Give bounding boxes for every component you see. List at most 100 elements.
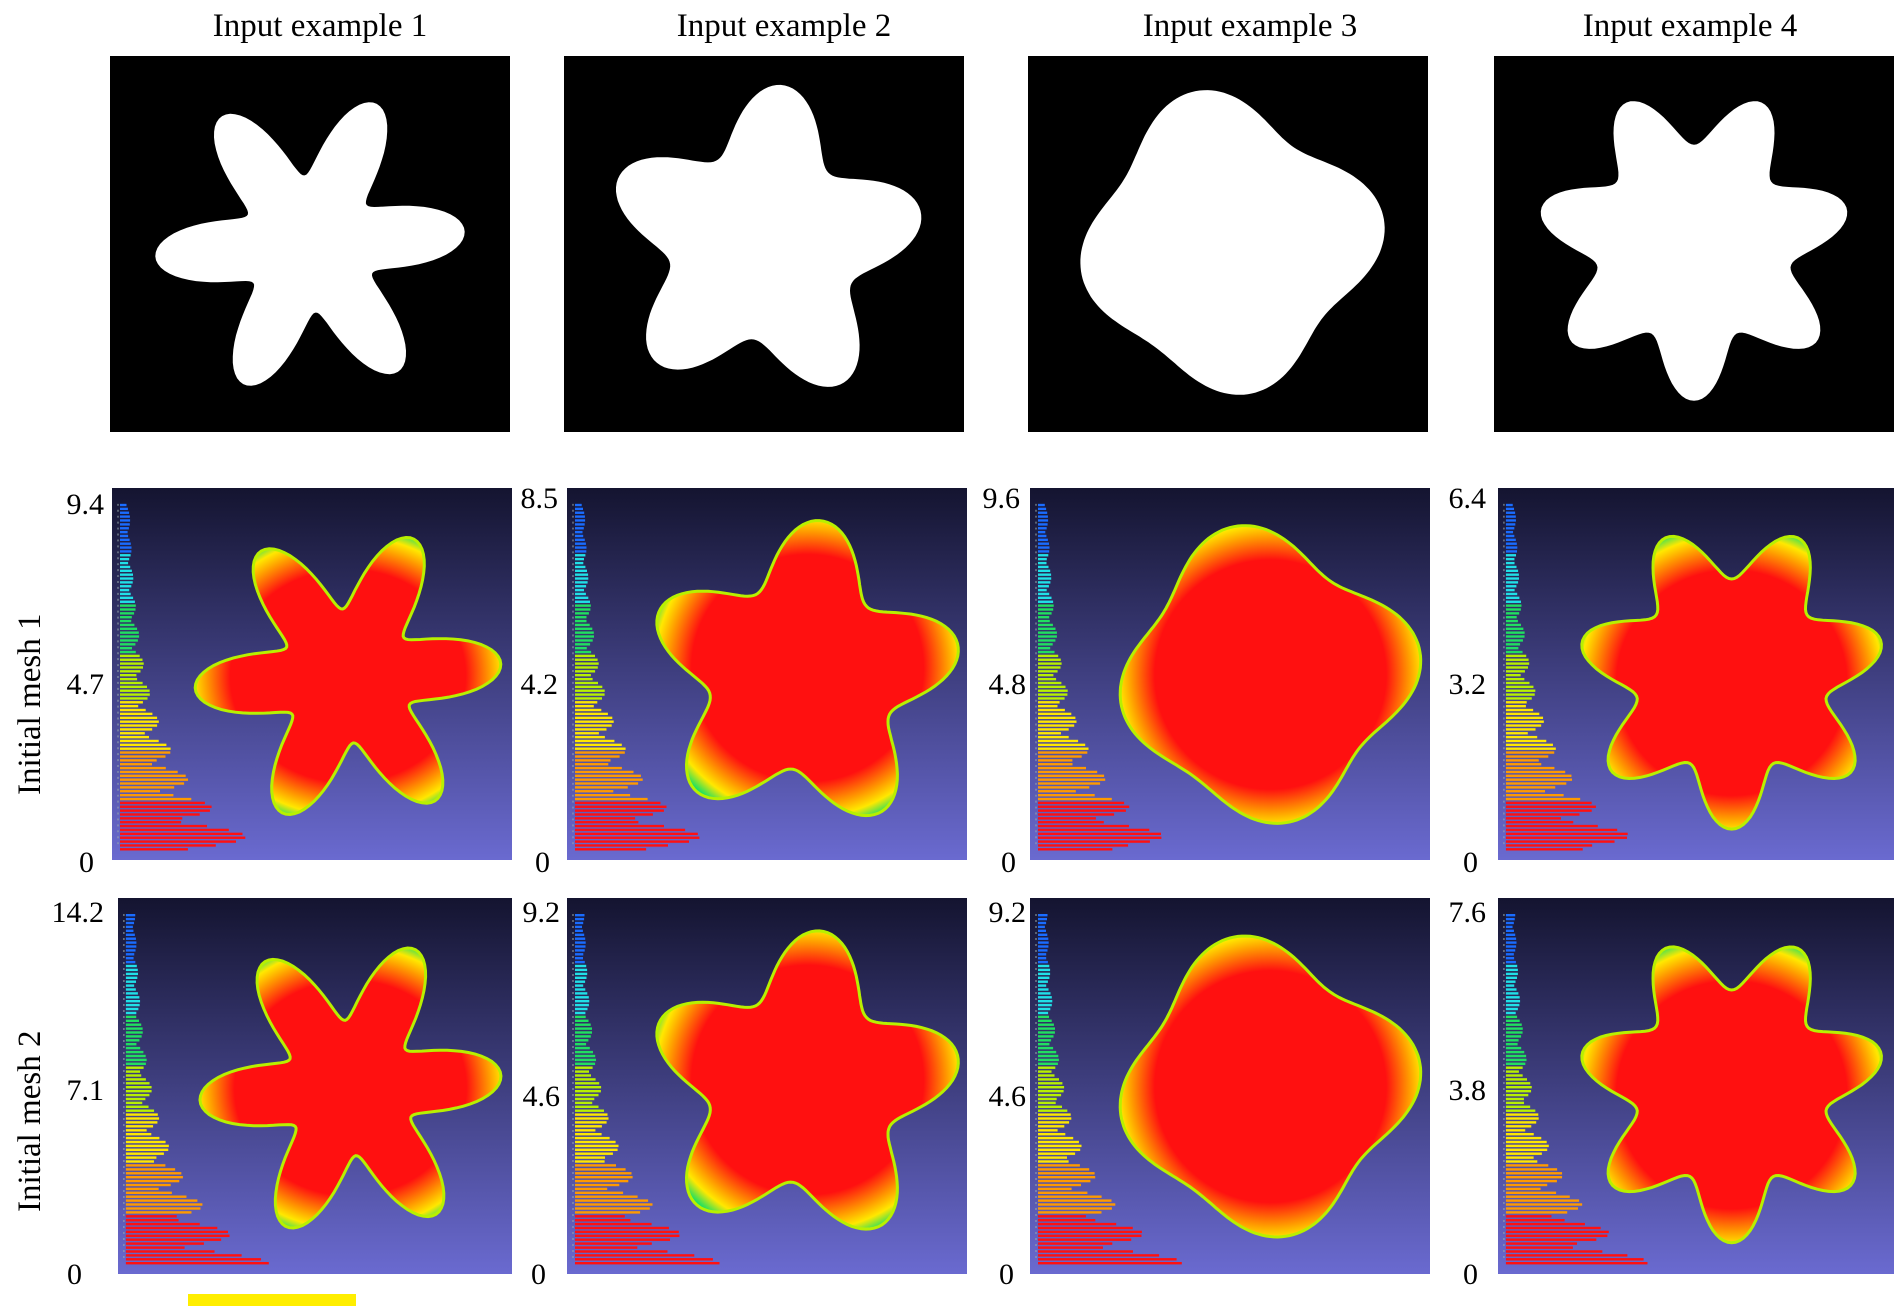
histogram-bar — [575, 972, 588, 976]
histogram-bar — [120, 797, 192, 801]
histogram-bar — [120, 666, 143, 669]
histogram-bar — [120, 689, 150, 692]
histogram-bar — [1505, 689, 1536, 692]
histogram-bar — [575, 1113, 608, 1116]
histogram-bar — [125, 921, 135, 925]
histogram-bar — [1505, 1262, 1648, 1265]
histogram-bar — [120, 546, 132, 549]
histogram-bar — [1505, 585, 1517, 588]
histogram-bar — [1505, 573, 1519, 576]
histogram-bar — [120, 821, 182, 824]
histogram-bar — [1038, 996, 1052, 999]
histogram-bar — [575, 794, 631, 797]
histogram-bar — [575, 677, 593, 681]
histogram-bar — [125, 1129, 147, 1132]
histogram-bar — [575, 735, 605, 739]
histogram-bar — [575, 1078, 596, 1081]
histogram-bar — [575, 1070, 589, 1073]
histogram-bar — [575, 635, 594, 638]
histogram-bar — [125, 1093, 150, 1097]
histogram-bar — [1038, 1011, 1049, 1015]
heatmap-panel-r2-c2 — [567, 898, 967, 1274]
histogram-bar — [575, 1176, 633, 1179]
histogram-bar — [1505, 1152, 1542, 1155]
histogram-bar — [1505, 631, 1525, 634]
histogram-bar — [125, 1019, 139, 1022]
histogram-bar — [120, 809, 210, 812]
histogram-bar — [1505, 840, 1615, 843]
histogram-bar — [1505, 1027, 1523, 1030]
histogram-bar — [1505, 1168, 1558, 1171]
histogram-bar — [1038, 1179, 1091, 1183]
histogram-bar — [575, 1023, 591, 1026]
histogram-bar — [1505, 1043, 1518, 1046]
histogram-bar — [1505, 507, 1515, 511]
histogram-bar — [1505, 542, 1517, 545]
histogram-bar — [120, 840, 236, 843]
histogram-bar — [575, 612, 589, 615]
histogram-bar — [1038, 1140, 1079, 1144]
histogram-bar — [575, 1090, 601, 1093]
histogram-bar — [1038, 778, 1106, 781]
histogram-bar — [1505, 1023, 1522, 1026]
histogram-bar — [120, 732, 145, 735]
histogram-bar — [120, 596, 134, 600]
histogram-bar — [575, 573, 589, 576]
histogram-bar — [1505, 1144, 1549, 1148]
histogram-bar — [125, 1074, 142, 1077]
histogram-bar — [125, 929, 134, 932]
histogram-bar — [575, 542, 586, 545]
histogram-bar — [1038, 739, 1079, 743]
histogram-bar — [575, 550, 587, 553]
histogram-bar — [125, 1101, 143, 1105]
histogram-bar — [1038, 735, 1069, 739]
histogram-bar — [125, 1054, 146, 1058]
histogram-bar — [575, 639, 593, 642]
histogram-bar — [1038, 848, 1113, 851]
histogram-bar — [1505, 530, 1514, 534]
histogram-bar — [125, 968, 138, 972]
histogram-bar — [1038, 546, 1050, 549]
histogram-bar — [1038, 666, 1061, 669]
histogram-bar — [1038, 1262, 1182, 1265]
histogram-bar — [1505, 1176, 1563, 1179]
histogram-bar — [1505, 1199, 1580, 1202]
histogram-bar — [1038, 581, 1051, 584]
histogram-bar — [125, 933, 135, 936]
histogram-bar — [1038, 813, 1115, 816]
histogram-bar — [1038, 828, 1150, 832]
histogram-bar — [1038, 662, 1062, 665]
histogram-bar — [1038, 724, 1075, 727]
histogram-bar — [1038, 1121, 1070, 1124]
histogram-bar — [1505, 1254, 1628, 1257]
histogram-bar — [575, 596, 589, 600]
tick-r2-c4-max: 7.6 — [1448, 896, 1487, 929]
histogram-bar — [125, 1015, 137, 1019]
histogram-bar — [1505, 1093, 1529, 1097]
histogram-bar — [1505, 1035, 1522, 1038]
histogram-bar — [125, 1144, 169, 1148]
histogram-bar — [120, 790, 160, 793]
histogram-bar — [125, 1262, 269, 1265]
histogram-bar — [125, 1050, 144, 1054]
histogram-bar — [575, 588, 584, 592]
histogram-bar — [125, 1148, 169, 1151]
histogram-bar — [575, 1152, 613, 1155]
histogram-bar — [1505, 945, 1517, 948]
histogram-bar — [1505, 1258, 1644, 1261]
histogram-bar — [1505, 794, 1564, 797]
histogram-bar — [575, 964, 587, 968]
histogram-bar — [1038, 650, 1055, 654]
histogram-bar — [1038, 801, 1125, 805]
histogram-bar — [1038, 1160, 1069, 1163]
tick-r1-c4-max: 6.4 — [1448, 482, 1487, 515]
histogram-bar — [120, 697, 148, 700]
heatmap-panel-r2-c3 — [1030, 898, 1430, 1274]
histogram-bar — [1505, 960, 1516, 964]
histogram-bar — [1038, 616, 1050, 619]
histogram-bar — [120, 585, 132, 588]
histogram-bar — [120, 720, 159, 723]
histogram-bar — [575, 1011, 586, 1015]
histogram-bar — [1038, 1093, 1062, 1097]
